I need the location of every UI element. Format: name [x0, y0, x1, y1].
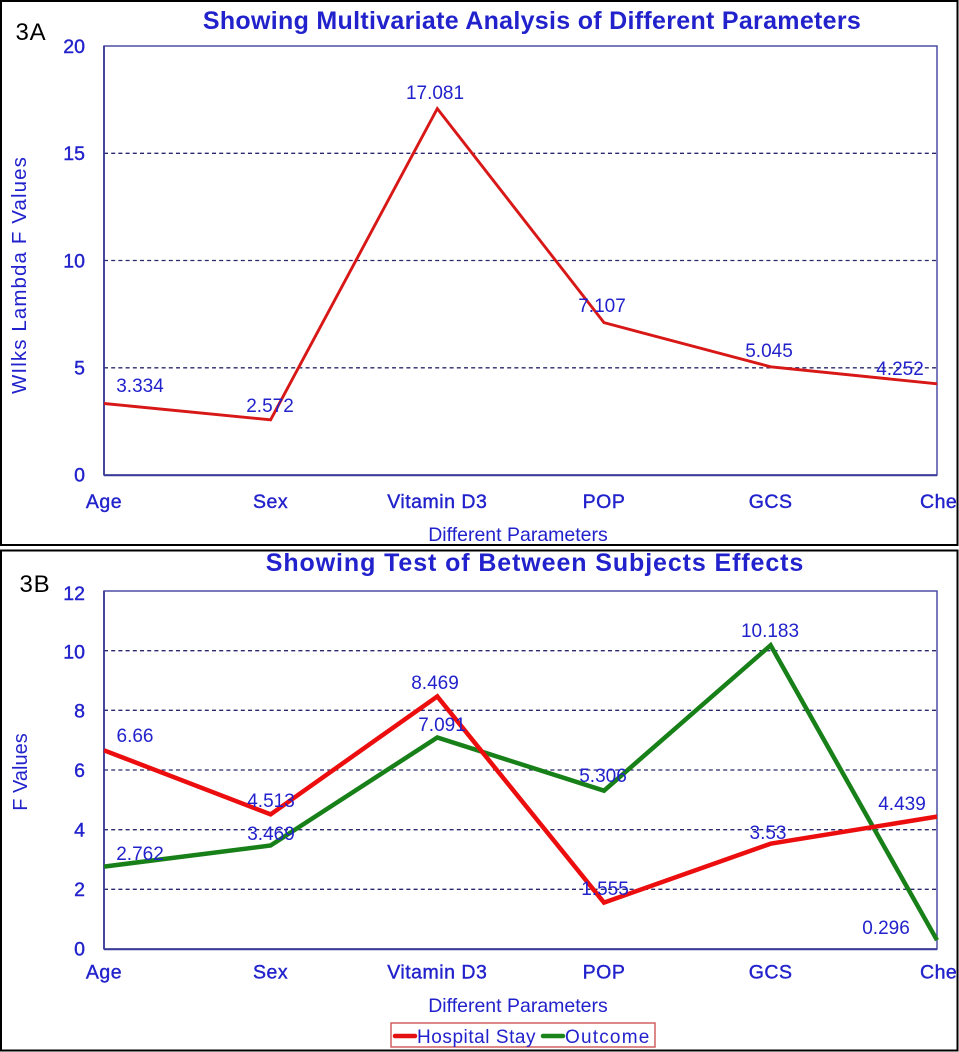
svg-text:4.252: 4.252 — [876, 359, 924, 380]
svg-text:GCS: GCS — [749, 491, 793, 513]
svg-text:3A: 3A — [16, 19, 47, 46]
svg-text:Age: Age — [86, 491, 122, 513]
svg-text:Different Parameters: Different Parameters — [428, 995, 608, 1017]
svg-text:Vitamin D3: Vitamin D3 — [387, 491, 487, 513]
svg-text:1.555: 1.555 — [581, 879, 629, 900]
svg-text:2: 2 — [74, 879, 85, 901]
svg-text:4: 4 — [74, 820, 85, 842]
svg-text:Age: Age — [86, 962, 122, 984]
svg-text:WIlks Lambda F Values: WIlks Lambda F Values — [8, 156, 31, 394]
svg-text:POP: POP — [583, 962, 626, 984]
svg-text:8: 8 — [74, 701, 85, 723]
svg-text:3.469: 3.469 — [247, 824, 295, 845]
svg-text:3.334: 3.334 — [116, 376, 164, 397]
svg-text:3B: 3B — [20, 571, 51, 598]
svg-text:10.183: 10.183 — [741, 621, 799, 642]
svg-text:8.469: 8.469 — [411, 673, 459, 694]
svg-text:Showing Test of Between Subjec: Showing Test of Between Subjects Effects — [266, 549, 804, 577]
svg-text:Chest: Chest — [920, 491, 959, 513]
svg-text:5.306: 5.306 — [579, 766, 627, 787]
svg-text:5: 5 — [74, 358, 85, 380]
svg-text:0: 0 — [74, 465, 85, 487]
svg-text:Showing Multivariate Analysis: Showing Multivariate Analysis of Differe… — [203, 7, 861, 35]
svg-text:20: 20 — [63, 36, 85, 58]
svg-text:6: 6 — [74, 760, 85, 782]
svg-text:6.66: 6.66 — [117, 726, 154, 747]
svg-text:POP: POP — [583, 491, 626, 513]
svg-text:4.439: 4.439 — [878, 794, 926, 815]
svg-text:2.572: 2.572 — [246, 396, 294, 417]
svg-text:7.091: 7.091 — [418, 715, 466, 736]
svg-text:15: 15 — [63, 143, 85, 165]
svg-text:F Values: F Values — [10, 733, 32, 810]
svg-text:17.081: 17.081 — [406, 83, 464, 104]
svg-text:0.296: 0.296 — [862, 918, 910, 939]
svg-text:5.045: 5.045 — [745, 341, 793, 362]
svg-text:3.53: 3.53 — [750, 823, 787, 844]
svg-text:GCS: GCS — [749, 962, 793, 984]
svg-text:Outcome: Outcome — [565, 1027, 651, 1048]
svg-text:10: 10 — [63, 642, 85, 664]
svg-text:12: 12 — [63, 583, 85, 605]
svg-text:4.513: 4.513 — [247, 791, 295, 812]
svg-text:Sex: Sex — [253, 491, 288, 513]
svg-text:Vitamin D3: Vitamin D3 — [387, 962, 487, 984]
svg-text:7.107: 7.107 — [578, 296, 626, 317]
svg-text:Chest: Chest — [920, 962, 959, 984]
svg-text:Different Parameters: Different Parameters — [428, 524, 608, 546]
svg-text:2.762: 2.762 — [116, 844, 164, 865]
svg-text:10: 10 — [63, 251, 85, 273]
svg-text:0: 0 — [74, 939, 85, 961]
svg-text:Hospital Stay: Hospital Stay — [417, 1027, 536, 1048]
svg-text:Sex: Sex — [253, 962, 288, 984]
